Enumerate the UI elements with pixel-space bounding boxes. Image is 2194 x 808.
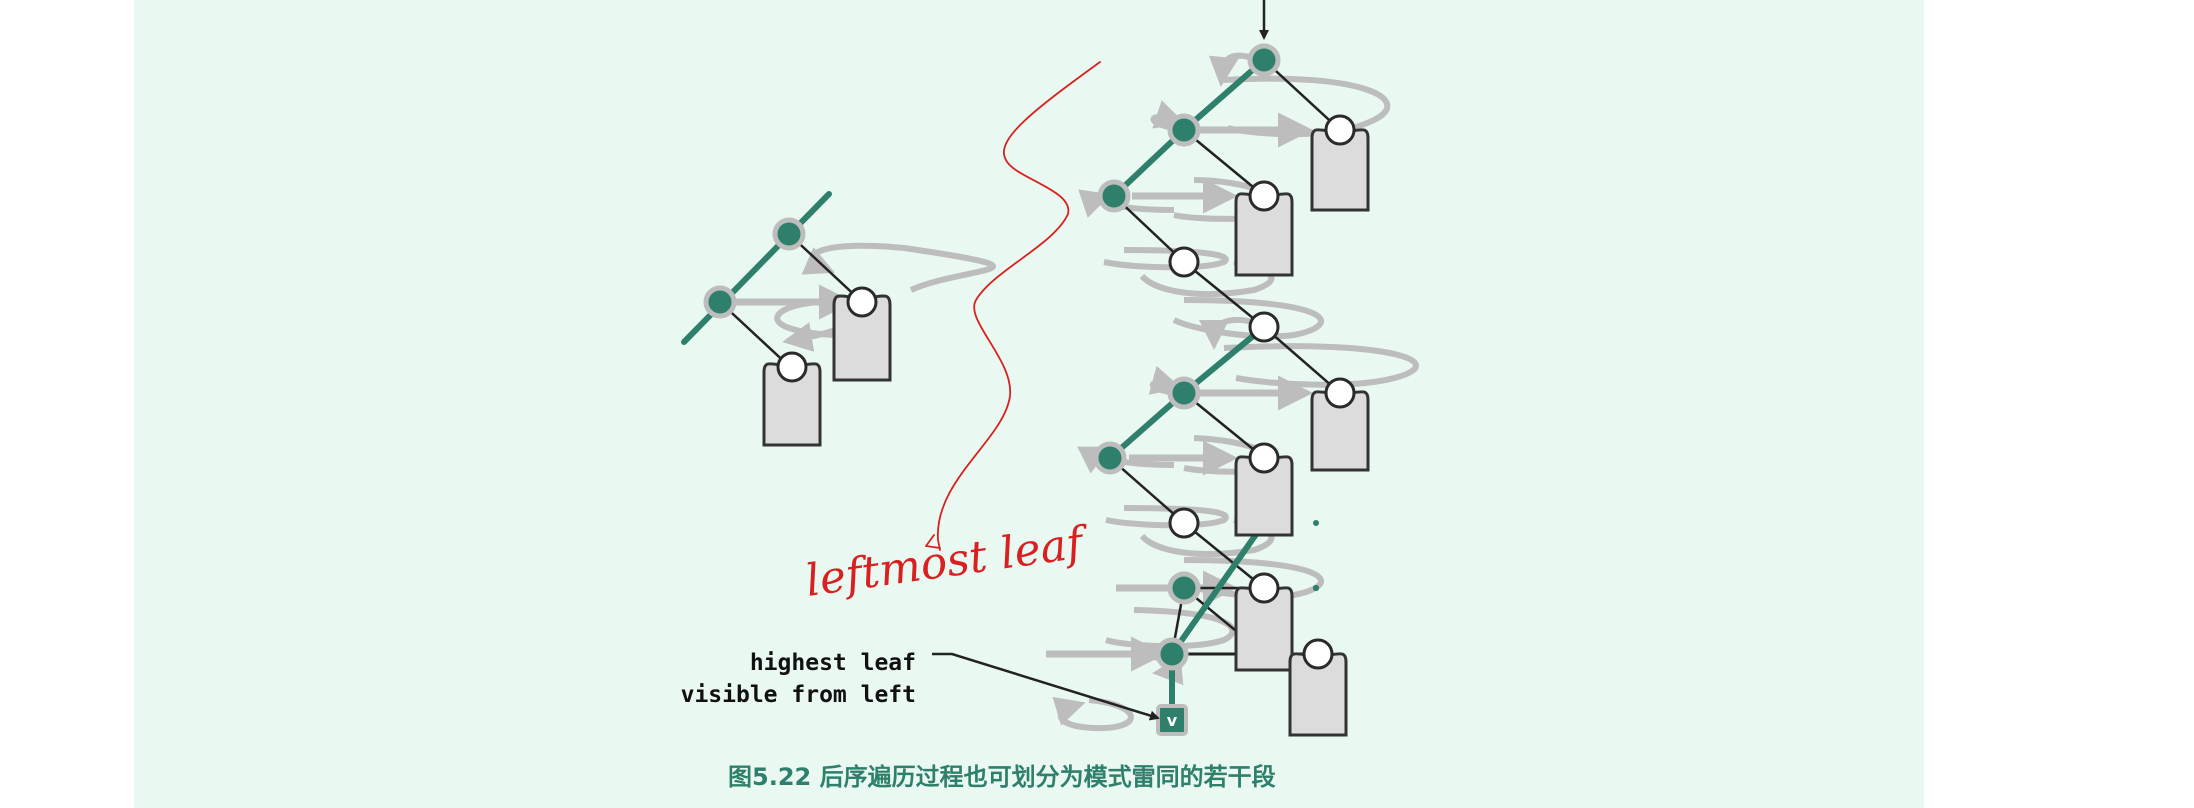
gray-loop — [1103, 247, 1229, 271]
left-chain — [1181, 57, 1267, 133]
node — [1168, 246, 1200, 278]
visited-node — [1247, 43, 1281, 77]
figure-caption: 图5.22 后序遍历过程也可划分为模式雷同的若干段 — [728, 763, 1276, 791]
node — [1248, 180, 1280, 212]
node — [1168, 507, 1200, 539]
handwritten-note: leftmost leaf — [802, 517, 1092, 607]
edge — [1183, 392, 1265, 459]
visited-node — [1093, 441, 1127, 475]
handwritten-arrowhead — [925, 534, 941, 549]
main-example: v — [1046, 0, 1419, 737]
postorder-traversal-diagram: v highest leaf visible from left leftmos… — [681, 0, 1419, 791]
gray-loop — [1223, 75, 1391, 138]
node — [1324, 114, 1356, 146]
node — [776, 351, 808, 383]
edge — [1183, 522, 1265, 589]
node — [1302, 638, 1334, 670]
left-chain — [681, 191, 832, 345]
gray-loop — [1223, 343, 1419, 388]
gray-loop — [801, 242, 996, 293]
label-highest-leaf-line2: visible from left — [681, 682, 916, 708]
node — [1248, 311, 1280, 343]
left-chain — [1169, 520, 1267, 657]
visited-node — [772, 217, 806, 251]
figure-panel: v highest leaf visible from left leftmos… — [134, 0, 1924, 808]
small-example — [681, 191, 996, 447]
node — [1248, 572, 1280, 604]
visited-node — [703, 285, 737, 319]
visited-node — [1167, 113, 1201, 147]
label-highest-leaf-line1: highest leaf — [750, 650, 916, 676]
edge — [788, 233, 863, 303]
node — [1248, 442, 1280, 474]
visited-node — [1167, 376, 1201, 410]
node-v-label: v — [1167, 711, 1178, 730]
left-chain — [1181, 324, 1267, 396]
gray-loop — [1052, 696, 1134, 732]
visited-node — [1097, 179, 1131, 213]
pointer-arrow — [932, 652, 1160, 721]
node — [1324, 377, 1356, 409]
edge — [1183, 129, 1265, 197]
handwritten-stroke — [937, 61, 1101, 551]
edge — [1183, 261, 1265, 328]
edge — [1263, 326, 1341, 394]
edge — [1263, 59, 1341, 131]
visited-node — [1155, 637, 1189, 671]
gray-loop — [1105, 505, 1229, 529]
visited-node — [1167, 571, 1201, 605]
node — [846, 286, 878, 318]
